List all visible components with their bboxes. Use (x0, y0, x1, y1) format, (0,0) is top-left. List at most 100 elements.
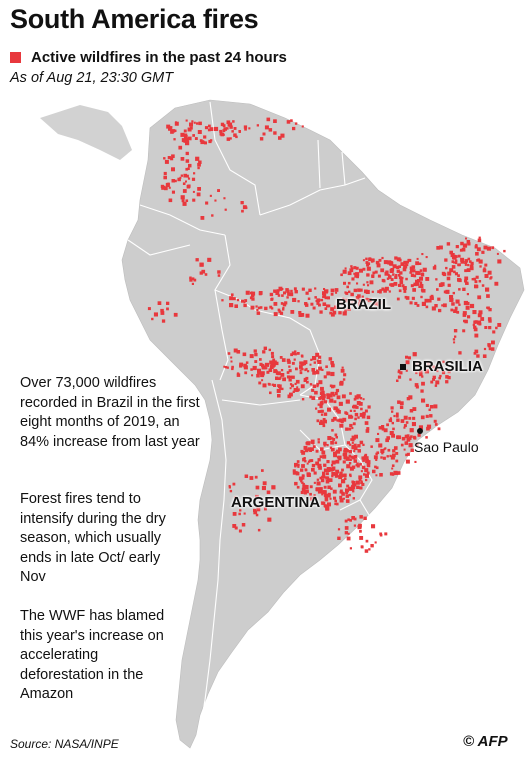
fire-marker (352, 438, 355, 441)
fire-marker (204, 273, 208, 276)
fire-marker (153, 312, 158, 317)
fire-marker (322, 302, 327, 306)
fire-marker (483, 245, 488, 250)
fire-marker (419, 281, 423, 284)
fire-marker (450, 308, 454, 312)
fire-marker (277, 384, 280, 388)
fire-marker (239, 364, 243, 368)
fire-marker (380, 268, 385, 273)
fire-marker (292, 126, 296, 131)
fire-marker (342, 297, 345, 300)
fire-marker (466, 282, 469, 285)
fire-marker (189, 122, 193, 127)
fire-marker (375, 301, 380, 306)
fire-marker (232, 297, 236, 301)
fire-marker (252, 365, 257, 371)
fire-marker (488, 326, 492, 330)
fire-marker (299, 371, 303, 375)
fire-marker (381, 427, 385, 431)
fire-marker (392, 427, 395, 431)
fire-marker (272, 358, 276, 362)
fire-marker (372, 271, 376, 275)
fire-marker (475, 252, 479, 256)
fire-marker (330, 312, 335, 317)
fire-marker (319, 404, 323, 409)
fire-marker (310, 358, 313, 361)
fire-marker (229, 296, 234, 301)
fire-marker (286, 358, 291, 363)
fire-marker (278, 286, 283, 291)
fire-marker (401, 436, 406, 441)
fire-marker (315, 487, 320, 492)
fire-marker (317, 438, 320, 441)
fire-marker (288, 365, 291, 368)
fire-marker (217, 189, 220, 192)
fire-marker (392, 273, 395, 276)
fire-marker (377, 290, 381, 294)
fire-marker (268, 383, 271, 386)
fire-marker (405, 459, 410, 464)
fire-marker (474, 280, 478, 284)
fire-marker (447, 376, 451, 380)
fire-marker (314, 296, 317, 299)
fire-marker (391, 464, 395, 467)
fire-marker (317, 463, 322, 468)
fire-marker (320, 501, 325, 505)
fire-marker (232, 524, 237, 528)
fire-marker (255, 305, 258, 308)
fire-marker (262, 481, 267, 486)
fire-marker (185, 199, 189, 202)
wildfire-markers (147, 117, 506, 553)
fire-marker (229, 489, 233, 493)
fire-marker (227, 352, 231, 355)
fire-marker (365, 478, 368, 482)
fire-marker (304, 302, 307, 305)
fire-marker (458, 351, 462, 355)
fire-marker (341, 366, 344, 369)
fire-marker (282, 306, 285, 310)
fire-marker (414, 460, 417, 463)
fire-marker (362, 259, 365, 262)
fire-marker (335, 291, 338, 294)
fire-marker (365, 539, 369, 543)
fire-marker (318, 303, 321, 307)
fire-marker (334, 391, 338, 396)
fire-marker (311, 368, 315, 372)
fire-marker (253, 349, 257, 353)
fire-marker (326, 296, 330, 300)
fire-marker (313, 471, 317, 475)
fire-marker (387, 448, 391, 452)
fire-marker (331, 460, 336, 465)
fire-marker (438, 376, 441, 380)
fire-marker (167, 182, 170, 185)
fire-marker (340, 302, 344, 306)
fire-marker (160, 184, 164, 188)
fire-marker (166, 307, 169, 311)
fire-marker (386, 436, 390, 440)
fire-marker (278, 136, 282, 140)
fire-marker (182, 201, 187, 206)
fire-marker (243, 512, 246, 515)
fire-marker (345, 488, 349, 493)
fire-marker (192, 190, 195, 193)
fire-marker (361, 465, 366, 470)
fire-marker (306, 441, 311, 446)
fire-marker (386, 455, 389, 458)
fire-marker (303, 379, 307, 382)
fire-marker (192, 198, 196, 202)
fire-marker (200, 216, 205, 220)
fire-marker (383, 428, 388, 433)
fire-marker (334, 441, 338, 445)
fire-marker (415, 371, 418, 375)
fire-marker (344, 526, 349, 530)
fire-marker (336, 395, 341, 400)
fire-marker (478, 322, 482, 326)
fire-marker (191, 120, 194, 123)
fire-marker (256, 373, 260, 378)
fire-marker (255, 494, 259, 499)
fire-marker (460, 241, 464, 246)
fire-marker (392, 265, 396, 268)
fire-marker (207, 128, 211, 132)
fire-marker (325, 365, 328, 368)
fire-marker (418, 262, 422, 265)
